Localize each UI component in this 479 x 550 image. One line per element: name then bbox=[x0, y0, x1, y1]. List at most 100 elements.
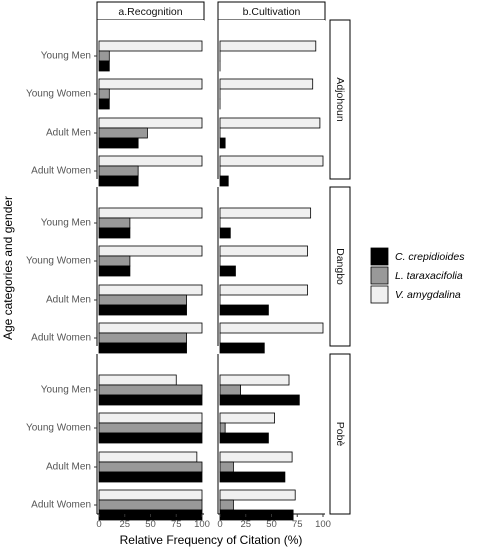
bar-c-crepidioides bbox=[98, 342, 187, 354]
row-strip-label: Dangbo bbox=[334, 248, 346, 285]
bar-v-amygdalina bbox=[98, 451, 198, 463]
bar-v-amygdalina bbox=[219, 155, 324, 167]
y-tick-label: Young Women bbox=[26, 89, 91, 100]
bar-c-crepidioides bbox=[219, 394, 300, 406]
bar-v-amygdalina bbox=[219, 245, 308, 257]
bar-c-crepidioides bbox=[219, 265, 236, 277]
x-tick-label: 0 bbox=[96, 519, 101, 530]
legend-label: V. amygdalina bbox=[395, 289, 461, 301]
bar-v-amygdalina bbox=[98, 412, 203, 424]
x-tick-label: 50 bbox=[266, 519, 277, 530]
bar-c-crepidioides bbox=[219, 175, 229, 187]
bar-c-crepidioides bbox=[98, 265, 131, 277]
column-strip-label: a.Recognition bbox=[118, 6, 182, 18]
x-tick-label: 75 bbox=[292, 519, 303, 530]
x-axis-title: Relative Frequency of Citation (%) bbox=[120, 533, 303, 547]
bar-c-crepidioides bbox=[98, 98, 110, 110]
bar-v-amygdalina bbox=[98, 489, 203, 501]
y-tick-label: Adult Men bbox=[46, 462, 91, 473]
bar-v-amygdalina bbox=[219, 284, 308, 296]
legend-swatch bbox=[370, 285, 389, 304]
bar-c-crepidioides bbox=[98, 394, 203, 406]
bar-v-amygdalina bbox=[98, 117, 203, 129]
bar-c-crepidioides bbox=[219, 509, 294, 521]
bar-c-crepidioides bbox=[219, 342, 265, 354]
bar-c-crepidioides bbox=[98, 432, 203, 444]
bar-v-amygdalina bbox=[219, 322, 324, 334]
bar-l-taraxacifolia bbox=[219, 422, 226, 434]
y-tick-label: Young Men bbox=[41, 218, 91, 229]
x-tick-label: 100 bbox=[315, 519, 331, 530]
x-tick-label: 0 bbox=[217, 519, 222, 530]
bar-v-amygdalina bbox=[219, 489, 296, 501]
bar-c-crepidioides bbox=[219, 304, 269, 316]
y-tick-label: Adult Women bbox=[31, 166, 91, 177]
x-tick-label: 100 bbox=[194, 519, 210, 530]
x-tick-label: 25 bbox=[240, 519, 251, 530]
legend-label: C. crepidioides bbox=[395, 251, 465, 263]
row-strip bbox=[329, 353, 351, 515]
bar-c-crepidioides bbox=[219, 432, 269, 444]
bar-l-taraxacifolia bbox=[98, 422, 203, 434]
row-strip-label: Adjohoun bbox=[334, 77, 346, 122]
bar-l-taraxacifolia bbox=[98, 461, 203, 473]
bar-l-taraxacifolia bbox=[98, 50, 110, 62]
bar-l-taraxacifolia bbox=[98, 127, 148, 139]
bar-l-taraxacifolia bbox=[98, 165, 139, 177]
row-strip bbox=[329, 19, 351, 180]
column-strip-label: b.Cultivation bbox=[243, 6, 301, 18]
bar-c-crepidioides bbox=[219, 137, 226, 149]
bar-v-amygdalina bbox=[219, 78, 314, 90]
bar-l-taraxacifolia bbox=[98, 255, 131, 267]
bar-v-amygdalina bbox=[219, 207, 312, 219]
bar-v-amygdalina bbox=[219, 40, 317, 52]
bar-v-amygdalina bbox=[98, 207, 203, 219]
bar-v-amygdalina bbox=[98, 155, 203, 167]
bar-v-amygdalina bbox=[98, 374, 177, 386]
bar-c-crepidioides bbox=[219, 227, 231, 239]
legend-swatch bbox=[370, 247, 389, 266]
bar-l-taraxacifolia bbox=[219, 499, 234, 511]
bar-v-amygdalina bbox=[98, 322, 203, 334]
y-tick-label: Adult Women bbox=[31, 333, 91, 344]
bar-c-crepidioides bbox=[98, 137, 139, 149]
y-axis-title: Age categories and gender bbox=[1, 196, 15, 340]
y-tick-label: Young Women bbox=[26, 423, 91, 434]
x-tick-label: 75 bbox=[171, 519, 182, 530]
bar-l-taraxacifolia bbox=[98, 217, 131, 229]
row-strip-label: Pobè bbox=[334, 422, 346, 447]
y-tick-label: Young Men bbox=[41, 51, 91, 62]
legend-label: L. taraxacifolia bbox=[395, 270, 463, 282]
y-tick-label: Adult Women bbox=[31, 500, 91, 511]
y-tick-label: Young Men bbox=[41, 385, 91, 396]
legend-swatch bbox=[370, 266, 389, 285]
bar-v-amygdalina bbox=[219, 412, 275, 424]
bar-v-amygdalina bbox=[219, 374, 290, 386]
bar-l-taraxacifolia bbox=[98, 332, 187, 344]
bar-v-amygdalina bbox=[98, 284, 203, 296]
bar-v-amygdalina bbox=[219, 117, 321, 129]
bar-v-amygdalina bbox=[219, 451, 293, 463]
y-tick-label: Young Women bbox=[26, 256, 91, 267]
bar-c-crepidioides bbox=[219, 471, 286, 483]
bar-l-taraxacifolia bbox=[98, 88, 110, 100]
y-tick-label: Adult Men bbox=[46, 295, 91, 306]
bar-c-crepidioides bbox=[98, 227, 131, 239]
x-tick-label: 25 bbox=[119, 519, 130, 530]
bar-l-taraxacifolia bbox=[219, 384, 242, 396]
bar-l-taraxacifolia bbox=[98, 294, 187, 306]
bar-v-amygdalina bbox=[98, 40, 203, 52]
bar-c-crepidioides bbox=[98, 471, 203, 483]
bar-c-crepidioides bbox=[98, 60, 110, 72]
bar-l-taraxacifolia bbox=[98, 499, 203, 511]
bar-l-taraxacifolia bbox=[219, 461, 234, 473]
bar-c-crepidioides bbox=[98, 175, 139, 187]
bar-v-amygdalina bbox=[98, 245, 203, 257]
x-tick-label: 50 bbox=[145, 519, 156, 530]
bar-c-crepidioides bbox=[98, 304, 187, 316]
row-strip bbox=[329, 186, 351, 347]
bar-v-amygdalina bbox=[98, 78, 203, 90]
y-tick-label: Adult Men bbox=[46, 128, 91, 139]
bar-l-taraxacifolia bbox=[98, 384, 203, 396]
